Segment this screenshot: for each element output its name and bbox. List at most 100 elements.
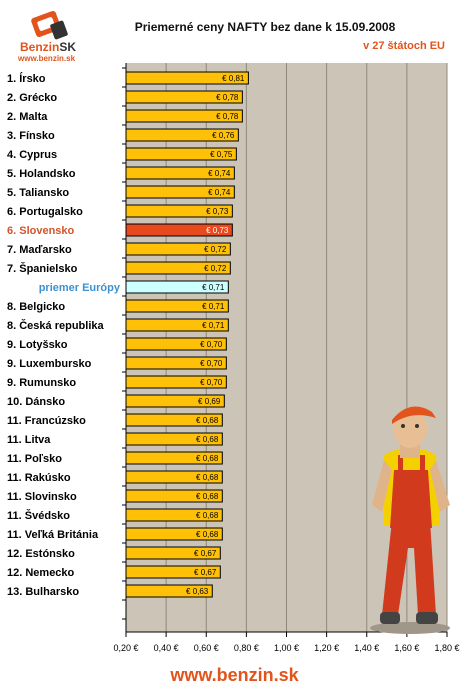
category-label: 9. Lotyšsko	[7, 339, 68, 351]
bar	[125, 432, 223, 446]
category-label: 9. Luxembursko	[7, 358, 92, 370]
bar	[125, 318, 229, 332]
category-label: 13. Bulharsko	[7, 586, 79, 598]
bar-value-label: € 0,68	[196, 454, 219, 463]
category-label: 8. Česká republika	[7, 319, 104, 332]
bar-value-label: € 0,73	[206, 226, 229, 235]
chart-subtitle: v 27 štátoch EU	[363, 40, 445, 52]
bar-value-label: € 0,81	[222, 74, 245, 83]
logo-name-part1: Benzin	[20, 40, 60, 54]
bar-value-label: € 0,78	[216, 112, 239, 121]
bar	[125, 413, 223, 427]
bar	[125, 109, 243, 123]
x-tick-label: 1,00 €	[274, 643, 299, 653]
bar-value-label: € 0,71	[202, 283, 225, 292]
logo-url[interactable]: www.benzin.sk	[18, 54, 76, 63]
bar	[125, 489, 223, 503]
category-label: 11. Veľká Británia	[7, 529, 99, 541]
bar-value-label: € 0,73	[206, 207, 229, 216]
category-label: 12. Estónsko	[7, 548, 75, 560]
bar	[125, 470, 223, 484]
category-label: 12. Nemecko	[7, 567, 75, 579]
category-label: 7. Maďarsko	[7, 244, 72, 256]
x-tick-label: 0,20 €	[113, 643, 138, 653]
bar	[125, 166, 235, 180]
bar	[125, 299, 229, 313]
bar-value-label: € 0,67	[194, 549, 217, 558]
bar	[125, 565, 221, 579]
x-tick-label: 1,80 €	[434, 643, 459, 653]
bar	[125, 584, 213, 598]
bar-value-label: € 0,72	[204, 264, 227, 273]
bar-value-label: € 0,68	[196, 473, 219, 482]
bar-value-label: € 0,71	[202, 321, 225, 330]
bar	[125, 394, 225, 408]
plot-area: 0,20 € 0,40 € 0,60 € 0,80 € 1,00 € 1,20 € 1,40…	[7, 63, 460, 653]
bar-value-label: € 0,70	[200, 378, 223, 387]
x-tick-label: 1,40 €	[354, 643, 379, 653]
bar-value-label: € 0,68	[196, 435, 219, 444]
logo-wordmark[interactable]: BenzinSK	[20, 40, 76, 54]
bar-value-label: € 0,67	[194, 568, 217, 577]
bar-value-label: € 0,75	[210, 150, 233, 159]
category-label: 11. Poľsko	[7, 453, 62, 465]
bar	[125, 280, 229, 294]
bar-value-label: € 0,68	[196, 530, 219, 539]
category-label: 11. Litva	[7, 434, 51, 446]
category-label: 11. Švédsko	[7, 509, 70, 522]
bar	[125, 223, 233, 237]
bar	[125, 242, 231, 256]
bar	[125, 337, 227, 351]
bar	[125, 185, 235, 199]
x-tick-label: 1,60 €	[394, 643, 419, 653]
category-label: 3. Fínsko	[7, 130, 55, 142]
bar-value-label: € 0,72	[204, 245, 227, 254]
category-label: 7. Španielsko	[7, 262, 78, 275]
bar	[125, 204, 233, 218]
bar	[125, 128, 239, 142]
logo-name-part2: SK	[59, 40, 77, 54]
x-tick-label: 0,40 €	[154, 643, 179, 653]
chart-title: Priemerné ceny NAFTY bez dane k 15.09.20…	[134, 20, 396, 34]
worker-mascot-icon	[370, 406, 450, 634]
category-label: 4. Cyprus	[7, 149, 57, 161]
logo-emblem-icon	[31, 11, 68, 40]
bar	[125, 356, 227, 370]
bar	[125, 71, 249, 85]
bar	[125, 375, 227, 389]
bar-value-label: € 0,68	[196, 492, 219, 501]
bar	[125, 451, 223, 465]
category-label: 2. Grécko	[7, 92, 57, 104]
category-label: 11. Rakúsko	[7, 472, 71, 484]
category-label: 6. Portugalsko	[7, 206, 83, 218]
bar-value-label: € 0,74	[208, 169, 231, 178]
x-tick-label: 0,60 €	[194, 643, 219, 653]
bar-value-label: € 0,68	[196, 416, 219, 425]
bar	[125, 546, 221, 560]
bar-value-label: € 0,76	[212, 131, 235, 140]
category-label: 2. Malta	[7, 111, 48, 123]
bar-value-label: € 0,74	[208, 188, 231, 197]
bar	[125, 261, 231, 275]
category-label: 10. Dánsko	[7, 396, 65, 408]
bar	[125, 508, 223, 522]
footer-url[interactable]: www.benzin.sk	[170, 665, 299, 685]
bar-value-label: € 0,69	[198, 397, 221, 406]
category-label: 11. Francúzsko	[7, 415, 86, 427]
bar-value-label: € 0,71	[202, 302, 225, 311]
x-tick-label: 0,80 €	[234, 643, 259, 653]
category-label: priemer Európy	[39, 282, 121, 294]
bar-value-label: € 0,78	[216, 93, 239, 102]
bar	[125, 527, 223, 541]
category-label: 11. Slovinsko	[7, 491, 77, 503]
x-tick-label: 1,20 €	[314, 643, 339, 653]
bar-value-label: € 0,70	[200, 359, 223, 368]
category-label: 1. Írsko	[7, 72, 46, 85]
category-label: 5. Holandsko	[7, 168, 76, 180]
category-label: 6. Slovensko	[7, 225, 75, 237]
category-label: 8. Belgicko	[7, 301, 65, 313]
category-label: 9. Rumunsko	[7, 377, 76, 389]
bar-value-label: € 0,63	[186, 587, 209, 596]
